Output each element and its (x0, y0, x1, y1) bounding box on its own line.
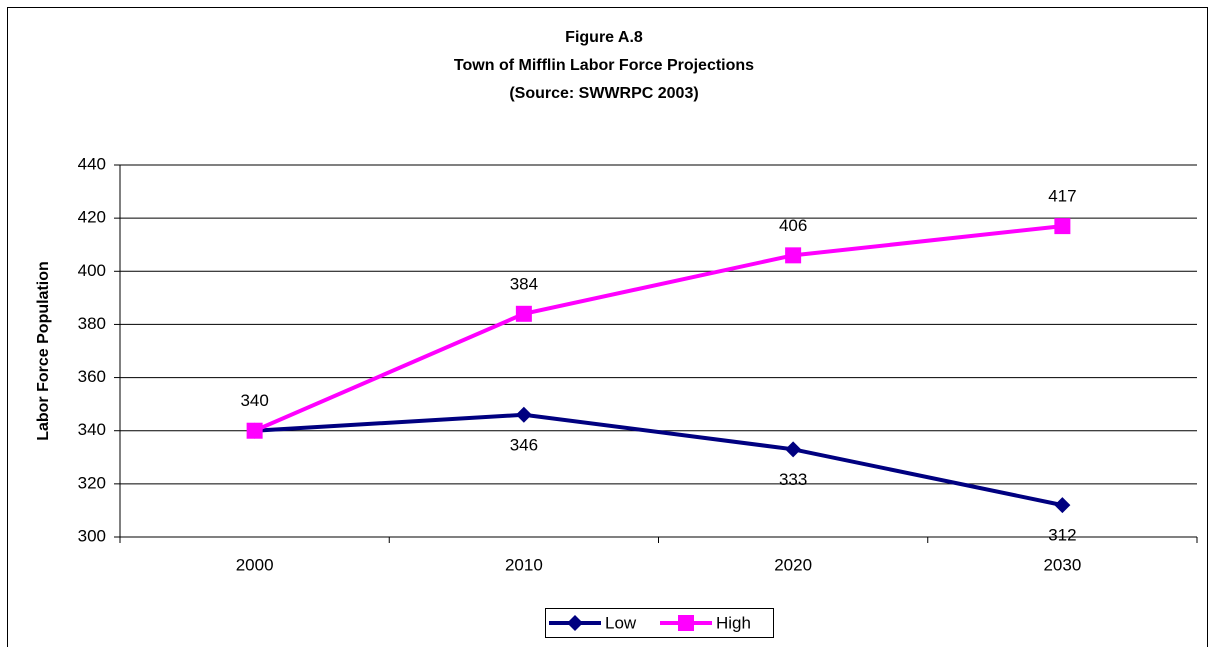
legend-marker (567, 615, 583, 631)
data-point (1054, 497, 1071, 514)
y-tick-label: 420 (78, 208, 106, 227)
y-axis-label: Labor Force Population (35, 261, 52, 441)
chart-title: Figure A.8 (565, 29, 643, 46)
y-tick-label: 300 (78, 526, 106, 545)
data-point (785, 441, 802, 458)
series-line (254, 412, 1063, 508)
data-point (515, 406, 532, 423)
data-point (785, 247, 802, 264)
data-label: 406 (779, 216, 807, 235)
data-label: 346 (510, 435, 538, 454)
y-tick-label: 440 (78, 154, 106, 173)
chart-subtitle: Town of Mifflin Labor Force Projections (454, 57, 754, 74)
data-point (515, 305, 532, 322)
y-tick-label: 340 (78, 420, 106, 439)
x-tick-label: 2010 (505, 555, 543, 574)
x-tick-label: 2030 (1043, 555, 1081, 574)
chart-source: (Source: SWWRPC 2003) (509, 85, 698, 102)
legend-marker (678, 615, 694, 631)
data-label: 333 (779, 470, 807, 489)
x-tick-label: 2020 (774, 555, 812, 574)
y-tick-label: 400 (78, 261, 106, 280)
y-tick-label: 360 (78, 367, 106, 386)
data-label: 417 (1048, 187, 1076, 206)
data-point (1054, 218, 1071, 235)
y-tick-label: 380 (78, 314, 106, 333)
y-tick-label: 320 (78, 473, 106, 492)
chart-border (7, 7, 1208, 647)
legend-label: Low (605, 613, 637, 632)
data-point (246, 422, 263, 439)
data-label: 384 (510, 274, 538, 293)
legend-label: High (716, 613, 751, 632)
data-label: 340 (240, 391, 268, 410)
x-tick-label: 2000 (236, 555, 274, 574)
data-label: 312 (1048, 526, 1076, 545)
series-line (253, 224, 1063, 433)
